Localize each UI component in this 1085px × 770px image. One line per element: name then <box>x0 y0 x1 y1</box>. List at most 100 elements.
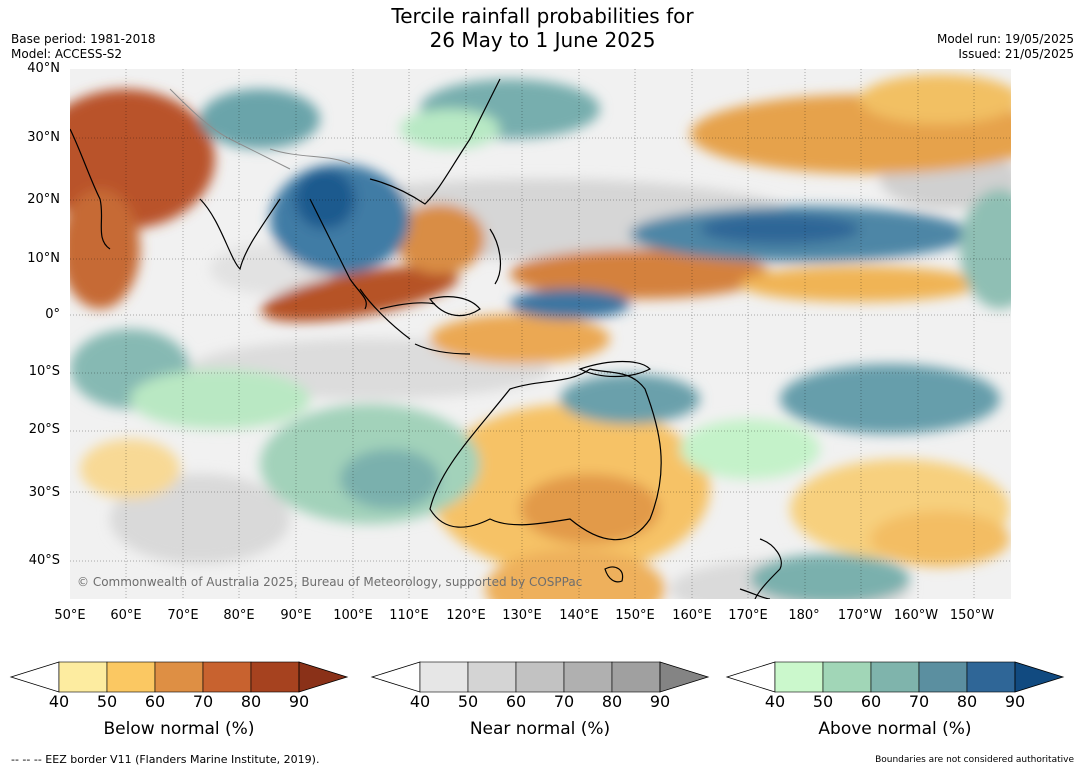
country-borders <box>169 88 351 170</box>
lon-label: 180° <box>788 608 820 623</box>
model-run: Model run: 19/05/2025 <box>936 32 1074 46</box>
tick-label: 60 <box>144 692 166 711</box>
tick-label: 90 <box>288 692 310 711</box>
colorbar-segment <box>966 661 1016 693</box>
colorbar-segment <box>106 661 156 693</box>
colorbar-segment <box>250 661 300 693</box>
colorbar-segment <box>870 661 920 693</box>
colorbar-segment <box>58 661 108 693</box>
new-zealand-outline <box>739 538 782 599</box>
lon-label: 150°E <box>615 608 655 623</box>
lon-label: 90°E <box>280 608 312 623</box>
lon-label: 170°W <box>837 608 883 623</box>
near-normal-colorbar <box>370 661 710 693</box>
copyright-notice: © Commonwealth of Australia 2025, Bureau… <box>77 575 582 589</box>
lon-label: 130°E <box>502 608 542 623</box>
lat-label: 40°S <box>28 553 60 568</box>
tick-label: 80 <box>956 692 978 711</box>
lat-label: 10°N <box>27 251 60 266</box>
tasmania-outline <box>604 566 624 583</box>
probability-field <box>70 74 1011 599</box>
tick-label: 70 <box>553 692 575 711</box>
australia-outline <box>429 368 662 541</box>
lon-label: 110°E <box>389 608 429 623</box>
southeast-asia-outline <box>309 198 367 310</box>
colorbar-segment <box>154 661 204 693</box>
rainfall-map: © Commonwealth of Australia 2025, Bureau… <box>70 69 1011 599</box>
colorbar-extend-low <box>725 661 776 693</box>
below-normal-colorbar <box>9 661 349 693</box>
meta-right: Model run: 19/05/2025 Issued: 21/05/2025 <box>937 32 1074 62</box>
lat-label: 0° <box>45 307 60 322</box>
above-normal-colorbar <box>725 661 1065 693</box>
lat-label: 20°N <box>27 192 60 207</box>
colorbar-extend-low <box>370 661 421 693</box>
coastlines <box>70 78 782 599</box>
colorbar-segment <box>822 661 872 693</box>
lon-label: 70°E <box>167 608 199 623</box>
colorbar-segment <box>563 661 613 693</box>
colorbar-segment <box>515 661 565 693</box>
lon-label: 150°W <box>949 608 995 623</box>
lat-label: 20°S <box>28 422 60 437</box>
map-title: Tercile rainfall probabilities for 26 Ma… <box>0 4 1085 52</box>
colorbar-extend-low <box>9 661 60 693</box>
tick-label: 90 <box>1004 692 1026 711</box>
tick-label: 40 <box>764 692 786 711</box>
lat-label: 30°N <box>27 130 60 145</box>
near-normal-title: Near normal (%) <box>469 719 611 739</box>
tick-label: 60 <box>505 692 527 711</box>
lat-label: 40°N <box>27 61 60 76</box>
indonesia-outline <box>359 288 471 355</box>
philippines-outline <box>489 228 502 285</box>
title-line-2: 26 May to 1 June 2025 <box>429 28 656 52</box>
colorbar-segment <box>202 661 252 693</box>
gridlines <box>70 69 1011 599</box>
boundary-disclaimer: Boundaries are not considered authoritat… <box>875 755 1074 765</box>
india-outline <box>199 198 281 271</box>
issued-date: Issued: 21/05/2025 <box>958 47 1074 61</box>
colorbar-segment <box>611 661 661 693</box>
above-normal-title: Above normal (%) <box>818 719 972 739</box>
lon-label: 60°E <box>110 608 142 623</box>
lat-label: 10°S <box>28 364 60 379</box>
tick-label: 60 <box>860 692 882 711</box>
borneo-outline <box>428 296 481 317</box>
tick-label: 50 <box>812 692 834 711</box>
meta-left: Base period: 1981-2018 Model: ACCESS-S2 <box>11 32 156 62</box>
lon-label: 170°E <box>728 608 768 623</box>
tick-label: 80 <box>601 692 623 711</box>
eez-note: -- -- -- EEZ border V11 (Flanders Marine… <box>11 753 320 766</box>
lon-label: 140°E <box>559 608 599 623</box>
new-guinea-outline <box>578 360 652 378</box>
colorbar-extend-high <box>298 661 349 693</box>
lon-label: 120°E <box>446 608 486 623</box>
title-line-1: Tercile rainfall probabilities for <box>391 4 694 28</box>
arabia-outline <box>70 128 111 250</box>
lon-label: 80°E <box>223 608 255 623</box>
lat-label: 30°S <box>28 485 60 500</box>
below-normal-title: Below normal (%) <box>103 719 255 739</box>
lon-label: 160°W <box>893 608 939 623</box>
colorbar-extend-high <box>659 661 710 693</box>
tick-label: 90 <box>649 692 671 711</box>
lon-label: 50°E <box>54 608 86 623</box>
tick-label: 40 <box>48 692 70 711</box>
colorbar-extend-high <box>1014 661 1065 693</box>
china-coast-outline <box>369 78 501 205</box>
colorbar-segment <box>774 661 824 693</box>
tick-label: 70 <box>908 692 930 711</box>
tick-label: 50 <box>96 692 118 711</box>
lon-label: 100°E <box>333 608 373 623</box>
base-period: Base period: 1981-2018 <box>11 32 156 46</box>
colorbar-segment <box>419 661 469 693</box>
colorbar-segment <box>467 661 517 693</box>
lon-label: 160°E <box>672 608 712 623</box>
colorbars <box>9 661 1065 693</box>
tick-label: 80 <box>240 692 262 711</box>
tick-label: 50 <box>457 692 479 711</box>
colorbar-segment <box>918 661 968 693</box>
tick-label: 40 <box>409 692 431 711</box>
model-name: Model: ACCESS-S2 <box>11 47 123 61</box>
tick-label: 70 <box>192 692 214 711</box>
